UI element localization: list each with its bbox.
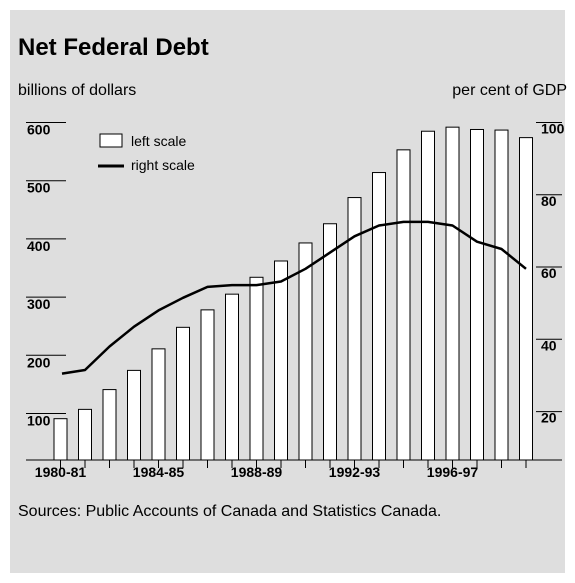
left-axis-tick-label: 600 xyxy=(27,122,51,138)
left-axis-tick-label: 400 xyxy=(27,238,51,254)
legend: left scale right scale xyxy=(98,133,195,173)
bar xyxy=(347,197,362,461)
right-axis-tick-label: 20 xyxy=(541,410,557,426)
bar xyxy=(102,389,117,461)
x-axis-tick-label: 1988-89 xyxy=(231,464,283,480)
bar xyxy=(249,276,264,461)
line-series xyxy=(61,220,527,375)
bar xyxy=(200,309,215,461)
right-axis-tick-label: 40 xyxy=(541,337,557,353)
legend-line-label: right scale xyxy=(131,157,195,173)
bar xyxy=(470,128,484,461)
right-axis-tick-label: 60 xyxy=(541,265,557,281)
bar xyxy=(445,126,460,461)
bar-series xyxy=(53,126,533,461)
left-axis-unit: billions of dollars xyxy=(18,82,137,99)
left-axis-tick-label: 100 xyxy=(27,412,51,428)
bar xyxy=(519,137,533,461)
right-axis-tick-label: 80 xyxy=(541,193,557,209)
bar xyxy=(372,172,386,461)
tick-labels: 100 200 300 400 500 600 20 40 60 80 100 1980-81 1984… xyxy=(26,121,565,480)
x-axis-tick-label: 1992-93 xyxy=(329,464,381,480)
bar xyxy=(421,130,435,461)
legend-bar-swatch xyxy=(99,133,123,148)
right-axis-unit: per cent of GDP xyxy=(452,82,567,99)
x-axis-tick-label: 1980-81 xyxy=(35,464,87,480)
legend-bar-label: left scale xyxy=(131,133,186,149)
x-axis-tick-label: 1984-85 xyxy=(133,464,185,480)
left-axis-tick-label: 300 xyxy=(27,296,51,312)
bar xyxy=(127,369,141,461)
bar xyxy=(225,293,239,461)
left-axis-tick-label: 200 xyxy=(27,354,51,370)
gdp-ratio-line xyxy=(61,220,527,375)
x-axis-tick-label: 1996-97 xyxy=(427,464,479,480)
bar xyxy=(396,149,411,461)
bar xyxy=(78,408,92,461)
chart-axes xyxy=(26,459,562,468)
bar xyxy=(494,129,509,461)
bar xyxy=(298,242,313,461)
bar xyxy=(53,418,68,461)
left-axis-tick-label: 500 xyxy=(27,180,51,196)
source-note: Sources: Public Accounts of Canada and S… xyxy=(18,503,442,520)
right-axis-tick-label: 100 xyxy=(541,121,565,137)
bar xyxy=(274,260,288,461)
bar xyxy=(151,348,166,461)
bar xyxy=(176,326,190,461)
bar xyxy=(323,223,337,461)
chart-title: Net Federal Debt xyxy=(18,34,209,61)
